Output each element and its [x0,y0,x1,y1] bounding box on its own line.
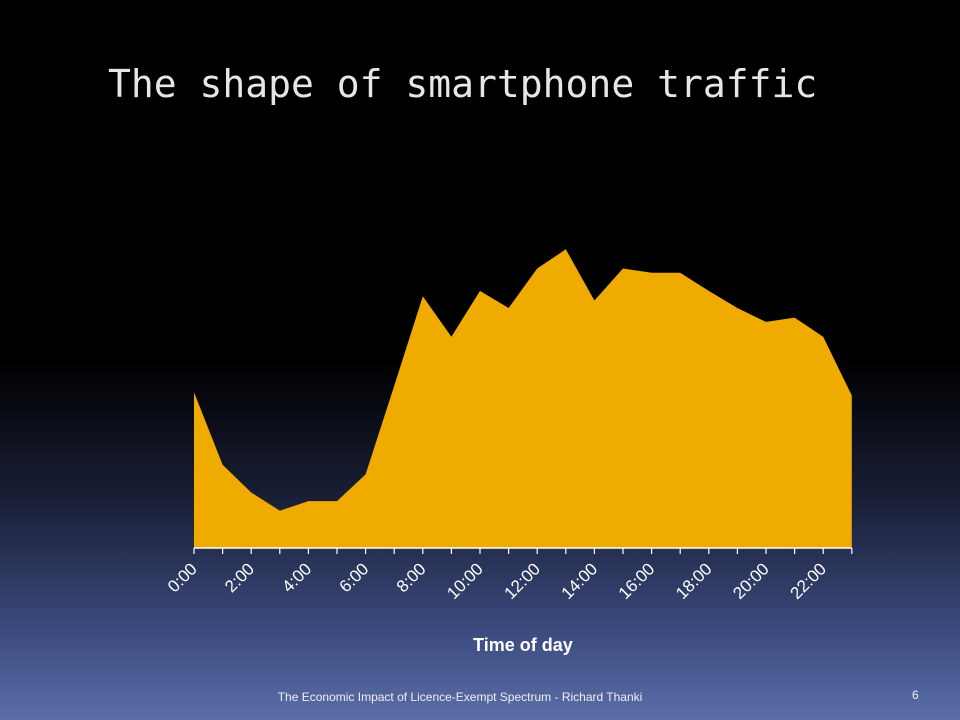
x-tick-label: 0:00 [164,559,201,596]
traffic-area [194,249,852,549]
x-axis-label: Time of day [473,635,573,655]
x-tick-label: 18:00 [672,559,716,603]
x-tick-label: 22:00 [787,559,831,603]
x-axis-ticks [193,548,853,554]
x-tick-label: 10:00 [443,559,487,603]
page-number: 6 [912,688,919,702]
x-tick-label: 6:00 [336,559,373,596]
slide-title: The shape of smartphone traffic [108,62,818,106]
x-axis-tick-labels: 0:00 2:00 4:00 6:00 8:00 10:00 12:00 14:00 16:00… [164,559,830,603]
x-tick-label: 8:00 [393,559,430,596]
x-tick-label: 12:00 [501,559,545,603]
x-tick-label: 4:00 [278,559,315,596]
x-tick-label: 16:00 [615,559,659,603]
x-tick-label: 20:00 [729,559,773,603]
x-tick-label: 14:00 [558,559,602,603]
slide-footer: The Economic Impact of Licence-Exempt Sp… [277,690,643,704]
x-tick-label: 2:00 [221,559,258,596]
